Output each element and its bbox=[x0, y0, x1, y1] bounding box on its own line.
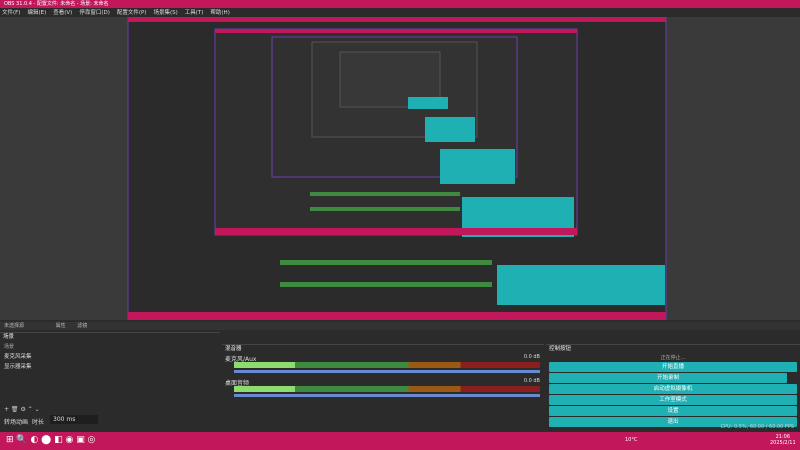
menu-item[interactable]: 查看(V) bbox=[53, 10, 73, 16]
taskbar: ⊞ 🔍 ◐ ⬤ ◧ ◉ ▣ ◎ 10°C 21:06 2025/2/11 bbox=[0, 432, 800, 450]
properties-button[interactable]: 属性 bbox=[55, 323, 66, 329]
no-source: 未选择源 bbox=[4, 323, 25, 329]
clock: 21:06 2025/2/11 bbox=[770, 434, 796, 446]
preview-canvas bbox=[127, 16, 667, 321]
source-toolbar: 未选择源 属性 滤镜 bbox=[0, 322, 800, 330]
mixer-channel: 麦克风/Aux 0.0 dB bbox=[222, 354, 544, 378]
channel-name: 麦克风/Aux bbox=[225, 356, 257, 363]
menu-item[interactable]: 场景集(S) bbox=[153, 10, 178, 16]
duration-input[interactable]: 300 ms bbox=[50, 415, 98, 424]
menu-item[interactable]: 文件(F) bbox=[2, 10, 21, 16]
control-button[interactable]: 退出 bbox=[549, 417, 797, 427]
scenes-header: 场景 bbox=[3, 334, 15, 340]
channel-level: 0.0 dB bbox=[523, 354, 540, 360]
menu-item[interactable]: 帮助(H) bbox=[210, 10, 230, 16]
weather: 10°C bbox=[625, 437, 638, 443]
mixer-dock: 混音器 麦克风/Aux 0.0 dB 桌面音频 0.0 dB bbox=[222, 344, 544, 430]
menu-item[interactable]: 编辑(E) bbox=[27, 10, 47, 16]
source-toolbar-icons[interactable]: + 🗑 ⚙ ⌃ ⌄ bbox=[4, 406, 40, 413]
scenes-sources-dock: 场景 场景 麦克风采集 显示器采集 + 🗑 ⚙ ⌃ ⌄ 转场动画 时长 300 … bbox=[0, 332, 220, 430]
time: 21:06 bbox=[775, 434, 791, 440]
scene-item[interactable]: 场景 bbox=[4, 344, 15, 350]
meter bbox=[234, 362, 540, 368]
date: 2025/2/11 bbox=[770, 440, 796, 446]
control-button[interactable]: 工作室模式 bbox=[549, 395, 797, 405]
control-button[interactable]: 开始直播 bbox=[549, 362, 797, 372]
control-button[interactable]: 开始录制 bbox=[549, 373, 787, 383]
filters-button[interactable]: 滤镜 bbox=[77, 323, 88, 329]
taskbar-icons[interactable]: ⊞ 🔍 ◐ ⬤ ◧ ◉ ▣ ◎ bbox=[6, 435, 96, 445]
status-text: 正在停止... bbox=[660, 355, 686, 361]
menu-item[interactable]: 工具(T) bbox=[184, 10, 204, 16]
meter bbox=[234, 386, 540, 392]
channel-level: 0.0 dB bbox=[523, 378, 540, 384]
source-item[interactable]: 显示器采集 bbox=[4, 364, 32, 370]
volume-slider[interactable] bbox=[234, 370, 540, 373]
mixer-channel: 桌面音频 0.0 dB bbox=[222, 378, 544, 402]
mixer-header: 混音器 bbox=[225, 346, 242, 352]
volume-slider[interactable] bbox=[234, 394, 540, 397]
channel-name: 桌面音频 bbox=[225, 380, 250, 387]
controls-dock: 控制按钮 正在停止... 开始直播 开始录制 启动虚拟摄像机 工作室模式 设置 退出 bbox=[546, 344, 800, 430]
menu-item[interactable]: 配置文件(P) bbox=[116, 10, 147, 16]
controls-header: 控制按钮 bbox=[549, 346, 572, 352]
source-item[interactable]: 麦克风采集 bbox=[4, 354, 32, 360]
transition-label: 转场动画 bbox=[4, 419, 29, 426]
title-bar: OBS 31.0.4 - 配置文件: 未命名 - 场景: 未命名 bbox=[0, 0, 800, 8]
preview bbox=[0, 16, 800, 321]
control-button[interactable]: 启动虚拟摄像机 bbox=[549, 384, 797, 394]
menu-item[interactable]: 停靠窗口(D) bbox=[79, 10, 110, 16]
duration-label: 时长 bbox=[32, 419, 45, 426]
menu-bar: 文件(F) 编辑(E) 查看(V) 停靠窗口(D) 配置文件(P) 场景集(S) 工具(T)… bbox=[0, 8, 800, 17]
cpu-status: CPU: 0.5%, 60.00 / 60.00 FPS bbox=[720, 424, 794, 430]
control-button[interactable]: 设置 bbox=[549, 406, 797, 416]
